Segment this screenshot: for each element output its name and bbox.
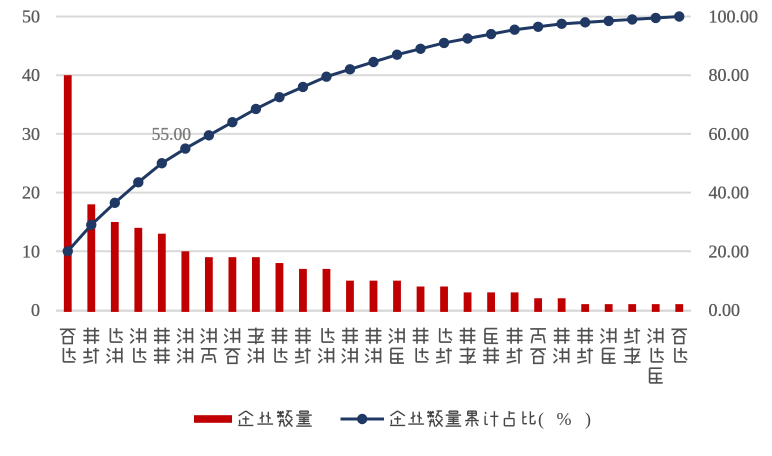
svg-text:55.00: 55.00	[152, 124, 192, 144]
svg-text:0.00: 0.00	[709, 300, 741, 320]
svg-text:60.00: 60.00	[709, 124, 750, 144]
svg-text:50: 50	[22, 7, 40, 27]
svg-text:20: 20	[22, 183, 40, 203]
svg-text:10: 10	[22, 241, 40, 261]
svg-text:(: (	[538, 409, 544, 430]
svg-text:80.00: 80.00	[709, 65, 750, 85]
svg-text:40.00: 40.00	[709, 183, 750, 203]
svg-text:0: 0	[31, 300, 40, 320]
svg-text:100.00: 100.00	[709, 7, 759, 27]
svg-text:): )	[585, 409, 591, 430]
svg-text:20.00: 20.00	[709, 241, 750, 261]
svg-text:%: %	[557, 409, 572, 429]
svg-text:40: 40	[22, 65, 40, 85]
svg-text:30: 30	[22, 124, 40, 144]
